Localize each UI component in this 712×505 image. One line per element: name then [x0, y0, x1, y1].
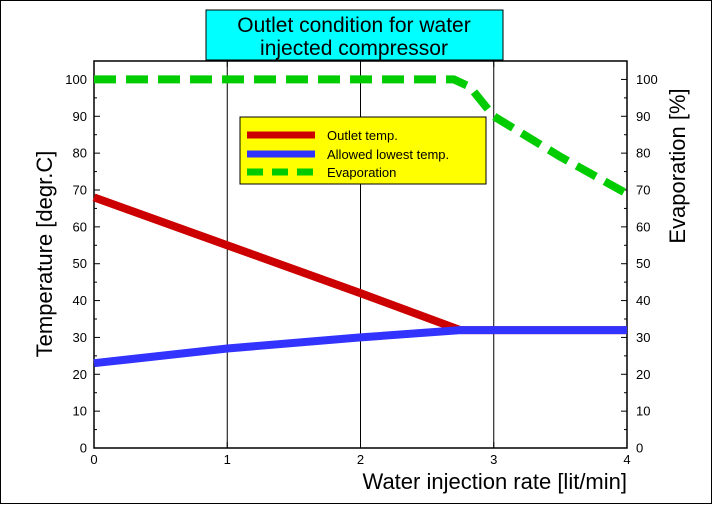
y-right-tick-label-70: 70: [636, 183, 650, 198]
y-right-tick-label-60: 60: [636, 219, 650, 234]
y-axis-right-title: Evaporation [%]: [665, 88, 690, 243]
y-right-tick-label-0: 0: [636, 441, 643, 456]
y-right-tick-label-40: 40: [636, 293, 650, 308]
axis-ticks: 0 1 2 3 401020304050607080901000102030405060…: [65, 61, 658, 467]
chart-title-line-2: injected compressor: [260, 37, 448, 60]
y-left-tick-label-0: 0: [80, 441, 87, 456]
y-right-tick-label-10: 10: [636, 404, 650, 419]
y-left-tick-label-40: 40: [73, 293, 87, 308]
y-left-tick-label-20: 20: [73, 367, 87, 382]
legend-label-evaporation: Evaporation: [327, 165, 396, 180]
legend-label-outlet-temp: Outlet temp.: [327, 128, 398, 143]
y-axis-left-title: Temperature [degr.C]: [32, 151, 57, 358]
chart-title-line-1: Outlet condition for water: [237, 14, 470, 37]
x-tick-label-4: 4: [623, 452, 630, 467]
y-left-tick-label-50: 50: [73, 256, 87, 271]
y-right-tick-label-30: 30: [636, 330, 650, 345]
legend-label-allowed-lowest-temp: Allowed lowest temp.: [327, 147, 449, 162]
y-left-tick-label-90: 90: [73, 109, 87, 124]
x-tick-label-2: 2: [357, 452, 364, 467]
y-right-tick-label-50: 50: [636, 256, 650, 271]
y-left-tick-label-70: 70: [73, 183, 87, 198]
y-right-tick-label-80: 80: [636, 146, 650, 161]
x-tick-label-3: 3: [490, 452, 497, 467]
y-left-tick-label-80: 80: [73, 146, 87, 161]
y-right-tick-label-100: 100: [636, 72, 658, 87]
y-left-tick-label-10: 10: [73, 404, 87, 419]
y-left-tick-label-60: 60: [73, 219, 87, 234]
y-left-tick-label-100: 100: [65, 72, 87, 87]
chart-title-box: [205, 9, 504, 61]
series-line-allowed-lowest-temp: [93, 326, 627, 368]
x-axis-title: Water injection rate [lit/min]: [363, 469, 628, 494]
x-tick-label-0: 0: [90, 452, 97, 467]
y-left-tick-label-30: 30: [73, 330, 87, 345]
y-right-tick-label-90: 90: [636, 109, 650, 124]
series-line-evaporation: [94, 75, 629, 198]
y-right-tick-label-20: 20: [636, 367, 650, 382]
series-group: [92, 75, 629, 368]
x-tick-label-1: 1: [224, 452, 231, 467]
